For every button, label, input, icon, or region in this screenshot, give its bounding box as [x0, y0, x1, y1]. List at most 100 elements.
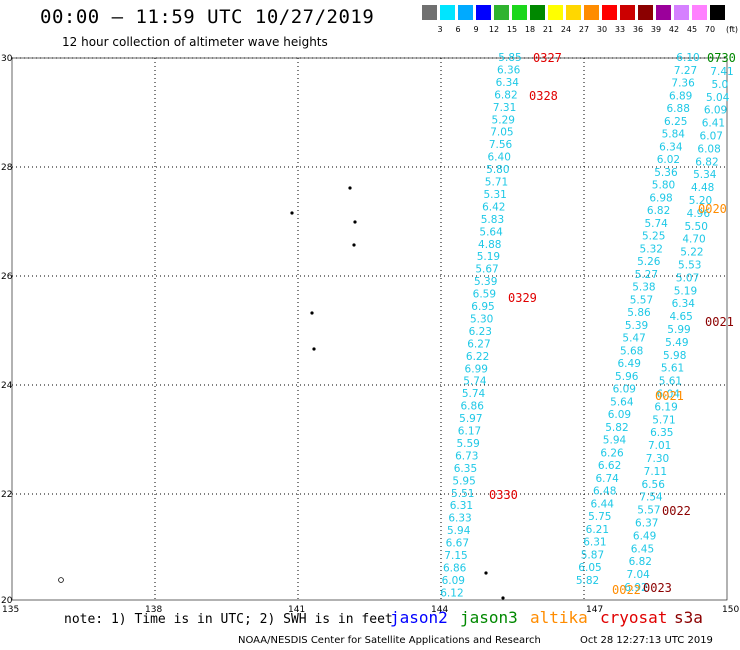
color-swatch [422, 5, 437, 20]
wave-height-value: 6.62 [598, 460, 621, 472]
wave-height-value: 5.94 [603, 435, 627, 447]
color-scale-label: 36 [632, 25, 644, 34]
wave-height-value: 7.04 [626, 569, 650, 581]
wave-height-value: 5.94 [447, 525, 471, 537]
wave-height-value: 6.34 [672, 298, 696, 310]
legend-jason3: jason3 [460, 608, 518, 627]
color-swatch [566, 5, 581, 20]
color-swatch [710, 5, 725, 20]
wave-height-value: 5.47 [622, 333, 645, 345]
wave-height-value: 5.29 [492, 114, 515, 126]
wave-height-value: 6.40 [488, 152, 511, 164]
wave-height-value: 6.19 [654, 401, 677, 413]
lat-tick-label: 20 [1, 596, 13, 606]
pass-time-label: 0730 [707, 51, 736, 65]
wave-height-value: 6.10 [676, 52, 699, 64]
wave-height-value: 6.31 [583, 537, 606, 549]
color-swatch [458, 5, 473, 20]
wave-height-value: 7.05 [490, 127, 513, 139]
wave-height-value: 5.87 [581, 549, 604, 561]
legend-s3a: s3a [674, 608, 703, 627]
wave-height-value: 6.45 [631, 543, 654, 555]
wave-height-value: 5.68 [620, 345, 643, 357]
wave-height-value: 6.82 [494, 89, 517, 101]
wave-height-value: 5.22 [680, 247, 703, 259]
wave-height-value: 6.26 [600, 447, 624, 459]
color-swatch [548, 5, 563, 20]
wave-height-value: 4.88 [478, 239, 501, 251]
wave-height-value: 7.56 [489, 139, 513, 151]
color-scale-label: 12 [488, 25, 500, 34]
wave-height-value: 5.67 [475, 264, 498, 276]
wave-height-value: 5.75 [588, 511, 611, 523]
color-swatch [530, 5, 545, 20]
wave-height-value: 6.09 [704, 105, 727, 117]
wave-height-value: 5.82 [576, 575, 599, 587]
map-frame [11, 57, 728, 601]
wave-height-value: 6.09 [608, 409, 631, 421]
wave-height-value: 4.48 [691, 182, 714, 194]
wave-height-value: 6.99 [465, 363, 488, 375]
wave-height-value: 5.32 [640, 243, 663, 255]
wave-height-value: 6.82 [695, 156, 718, 168]
wave-height-value: 5.64 [610, 396, 634, 408]
pass-time-label: 0328 [529, 89, 558, 103]
legend-jason2: jason2 [390, 608, 448, 627]
wave-height-value: 5.20 [689, 195, 712, 207]
wave-height-value: 6.35 [650, 427, 673, 439]
lon-tick-label: 150 [722, 605, 739, 615]
color-swatch [674, 5, 689, 20]
wave-height-value: 5.98 [663, 350, 686, 362]
lat-tick-label: 28 [1, 163, 13, 173]
wave-height-value: 5.36 [654, 167, 678, 179]
lat-tick-label: 26 [1, 272, 13, 282]
wave-height-value: 5.97 [459, 413, 482, 425]
legend-cryosat: cryosat [600, 608, 668, 627]
color-swatch [440, 5, 455, 20]
wave-height-value: 5.74 [644, 218, 668, 230]
wave-height-value: 5.34 [693, 169, 717, 181]
color-scale-label: 24 [560, 25, 572, 34]
wave-height-value: 6.49 [633, 530, 656, 542]
color-scale-label: 9 [473, 25, 479, 34]
wave-height-value: 6.82 [647, 205, 670, 217]
color-scale-label: 42 [668, 25, 680, 34]
wave-height-value: 5.95 [452, 475, 475, 487]
wave-height-value: 7.31 [493, 102, 516, 114]
wave-height-value: 6.21 [586, 524, 609, 536]
wave-height-value: 6.08 [697, 143, 720, 155]
lat-tick-label: 22 [1, 490, 12, 500]
color-scale-unit: (ft) [725, 25, 739, 34]
color-swatch [512, 5, 527, 20]
wave-height-value: 6.27 [467, 338, 490, 350]
wave-height-value: 5.84 [662, 129, 686, 141]
pass-time-label: 0330 [489, 488, 518, 502]
wave-height-value: 6.95 [471, 301, 494, 313]
wave-height-value: 6.92 [624, 582, 647, 594]
color-scale-label: 27 [578, 25, 590, 34]
wave-height-value: 5.19 [477, 251, 500, 263]
wave-height-value: 5.25 [642, 231, 665, 243]
wave-height-value: 5.80 [486, 164, 509, 176]
wave-height-value: 6.07 [700, 131, 723, 143]
wave-height-value: 5.86 [627, 307, 651, 319]
wave-height-value: 5.74 [462, 388, 486, 400]
wave-height-value: 6.17 [458, 426, 481, 438]
island [310, 311, 314, 315]
wave-height-value: 6.44 [591, 498, 615, 510]
wave-height-value: 6.56 [642, 479, 666, 491]
wave-height-value: 7.27 [674, 65, 697, 77]
color-swatch [692, 5, 707, 20]
wave-height-value: 6.86 [461, 401, 485, 413]
wave-height-value: 7.36 [671, 78, 695, 90]
wave-height-value: 5.82 [605, 422, 628, 434]
pass-time-label: 0023 [643, 581, 672, 595]
wave-height-value: 6.67 [446, 538, 469, 550]
wave-height-value: 6.34 [496, 77, 520, 89]
lon-tick-label: 147 [586, 605, 603, 615]
color-scale-label: 3 [437, 25, 443, 34]
wave-height-value: 6.37 [635, 518, 658, 530]
wave-height-value: 5.57 [637, 505, 660, 517]
wave-height-value: 6.73 [455, 450, 478, 462]
pass-time-label: 0327 [533, 51, 562, 65]
